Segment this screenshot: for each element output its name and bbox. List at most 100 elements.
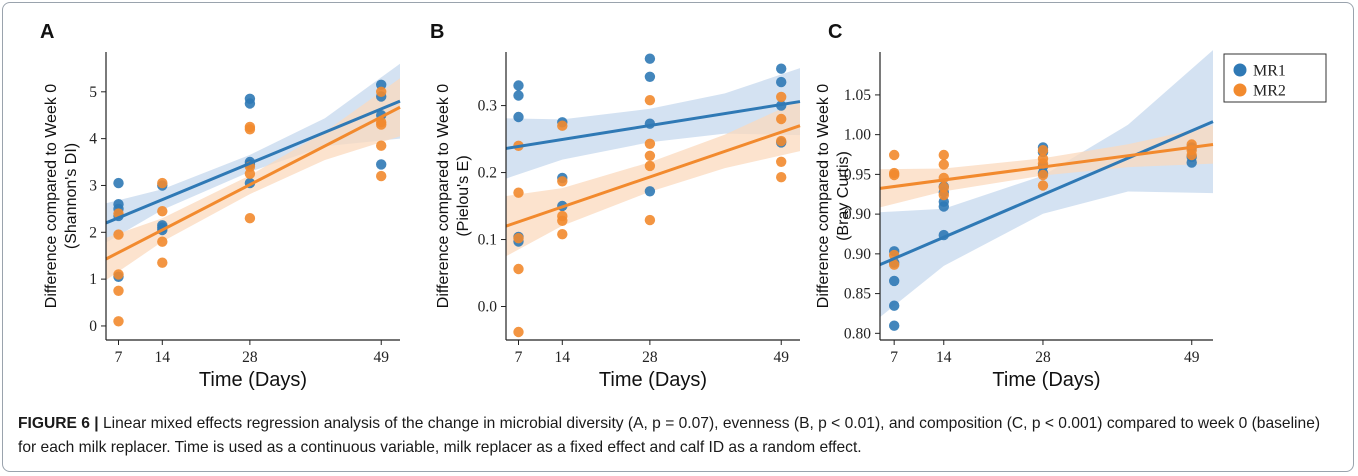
legend-label-mr1: MR1 — [1253, 63, 1286, 80]
x-tick-label: 28 — [642, 349, 658, 366]
data-point-mr2 — [557, 120, 568, 131]
y-tick-label: 0.80 — [844, 325, 871, 342]
x-tick-label: 14 — [155, 349, 171, 366]
data-point-mr1 — [513, 111, 524, 123]
legend-marker-mr1 — [1233, 63, 1247, 77]
x-tick-label: 49 — [1184, 349, 1200, 366]
data-point-mr2 — [376, 170, 387, 182]
data-point-mr2 — [644, 150, 656, 161]
y-tick-label: 1.05 — [844, 87, 871, 104]
data-point-mr2 — [644, 160, 656, 172]
x-axis-label: Time (Days) — [599, 369, 707, 391]
regression-line-mr2 — [105, 105, 401, 261]
data-point-mr2 — [557, 215, 568, 226]
x-tick-label: 7 — [115, 349, 123, 366]
regression-line-mr2 — [505, 124, 801, 228]
data-point-mr1 — [889, 300, 900, 311]
y-tick-label: 0.2 — [478, 165, 497, 182]
data-point-mr2 — [889, 259, 900, 270]
regression-line-mr2 — [879, 143, 1214, 190]
data-point-mr2 — [244, 124, 256, 135]
panel-letter: A — [40, 21, 54, 43]
x-tick-label: 7 — [515, 349, 523, 366]
data-point-mr2 — [889, 149, 900, 161]
data-point-mr2 — [244, 213, 256, 224]
data-point-mr2 — [513, 326, 524, 338]
regression-line-mr1 — [105, 99, 401, 225]
y-tick-label: 0.0 — [478, 299, 498, 316]
y-axis-label: Difference compared to Week 0 — [815, 84, 832, 309]
data-point-mr2 — [113, 269, 124, 280]
data-point-mr2 — [889, 169, 900, 181]
regression-line-mr1 — [879, 120, 1214, 267]
y-tick-label: 0.1 — [478, 232, 497, 249]
data-point-mr2 — [513, 233, 524, 244]
data-point-mr2 — [376, 86, 387, 98]
y-tick-label: 1.00 — [844, 127, 871, 144]
y-tick-label: 0.90 — [844, 246, 871, 263]
data-point-mr1 — [889, 320, 900, 331]
y-tick-label: 0 — [89, 318, 97, 335]
data-point-mr1 — [644, 71, 656, 83]
y-tick-label: 3 — [89, 177, 97, 194]
x-tick-label: 49 — [373, 349, 389, 366]
panel-c: C 0.80 0.85 0.90 0.90 0.95 1.00 1.05 7 14 28 49 Time… — [815, 21, 1214, 391]
x-tick-label: 49 — [773, 349, 789, 366]
panel-a: A 0 1 2 3 4 5 7 14 28 49 Time (Days) Difference comp… — [40, 21, 401, 391]
data-point-mr2 — [157, 236, 168, 247]
data-point-mr2 — [938, 159, 949, 170]
y-tick-label: 0.85 — [844, 286, 871, 303]
data-point-mr1 — [376, 159, 387, 170]
data-point-mr2 — [113, 316, 124, 327]
confidence-band-mr1 — [106, 63, 400, 243]
data-point-mr1 — [244, 98, 256, 109]
y-tick-label: 0.90 — [844, 206, 871, 223]
data-point-mr2 — [644, 214, 656, 226]
data-point-mr2 — [113, 229, 124, 240]
data-point-mr2 — [1037, 145, 1049, 156]
data-point-mr2 — [776, 172, 787, 183]
data-point-mr2 — [1037, 180, 1049, 191]
data-point-mr1 — [776, 63, 787, 74]
data-point-mr2 — [776, 156, 787, 167]
data-point-mr1 — [938, 201, 949, 212]
y-axis-label: (Pielou's E) — [455, 155, 472, 236]
data-point-mr1 — [1186, 157, 1197, 168]
figure-charts: A 0 1 2 3 4 5 7 14 28 49 Time (Days) Difference comp… — [40, 21, 1327, 391]
data-point-mr2 — [376, 119, 387, 130]
y-axis-label: Difference compared to Week 0 — [43, 84, 60, 309]
caption-text: Linear mixed effects regression analysis… — [18, 415, 1321, 456]
data-point-mr2 — [776, 135, 787, 147]
data-point-mr1 — [644, 53, 656, 64]
panel-b: B 0.0 0.1 0.2 0.3 7 14 28 49 Time (Days) Differenc… — [430, 21, 801, 391]
data-point-mr2 — [938, 182, 949, 193]
data-point-mr2 — [1186, 149, 1197, 161]
x-tick-label: 28 — [1035, 349, 1051, 366]
data-point-mr2 — [938, 189, 949, 201]
data-point-mr2 — [557, 229, 568, 240]
data-point-mr2 — [113, 285, 124, 296]
data-point-mr1 — [644, 186, 656, 197]
data-point-mr2 — [1037, 169, 1049, 181]
legend-label-mr2: MR2 — [1253, 83, 1286, 100]
data-point-mr1 — [513, 80, 524, 91]
x-tick-label: 7 — [890, 349, 898, 366]
x-tick-label: 28 — [242, 349, 258, 366]
data-point-mr2 — [157, 257, 168, 268]
data-point-mr2 — [157, 206, 168, 217]
data-point-mr1 — [776, 76, 787, 88]
data-point-mr2 — [557, 176, 568, 187]
caption-label: FIGURE 6 | — [18, 415, 99, 432]
data-point-mr2 — [157, 177, 168, 189]
y-tick-label: 0.3 — [478, 98, 498, 115]
y-tick-label: 4 — [89, 131, 97, 148]
x-axis-label: Time (Days) — [992, 369, 1100, 391]
data-point-mr2 — [513, 263, 524, 275]
figure-caption: FIGURE 6 | Linear mixed effects regressi… — [18, 412, 1338, 460]
panel-letter: C — [828, 21, 842, 43]
data-point-mr2 — [644, 95, 656, 106]
data-point-mr1 — [113, 177, 124, 189]
data-point-mr2 — [644, 138, 656, 149]
